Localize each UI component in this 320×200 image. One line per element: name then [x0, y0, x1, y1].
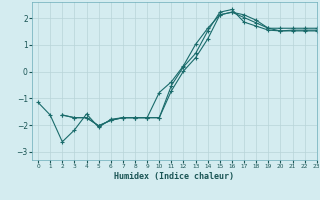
X-axis label: Humidex (Indice chaleur): Humidex (Indice chaleur)	[115, 172, 234, 181]
